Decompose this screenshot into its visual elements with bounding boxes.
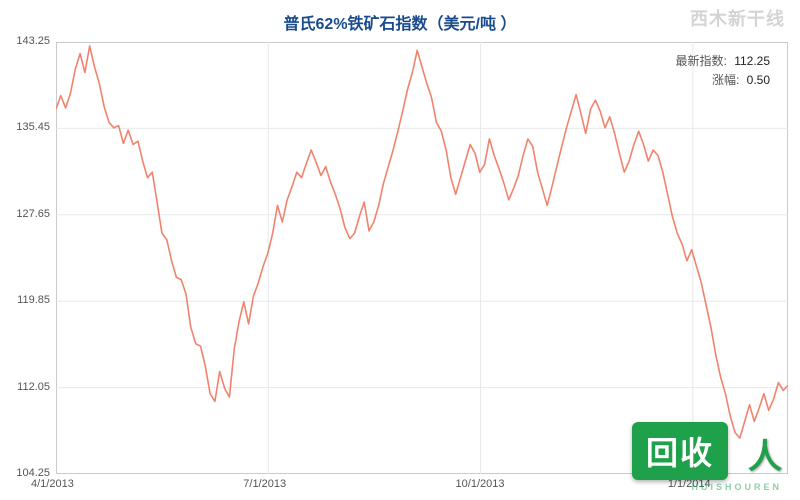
chart-title: 普氏62%铁矿石指数（美元/吨 ） [0, 10, 800, 34]
x-tick-label: 10/1/2013 [456, 478, 505, 490]
logo-sub: 人 [748, 429, 782, 478]
y-tick-label: 112.05 [17, 381, 50, 393]
latest-index-label: 最新指数: [676, 54, 727, 68]
x-tick-label: 4/1/2013 [31, 478, 74, 490]
x-tick-label: 7/1/2013 [243, 478, 286, 490]
plot-area [56, 42, 788, 474]
y-tick-label: 135.45 [16, 121, 50, 133]
logo-badge: 回收 [632, 422, 728, 480]
chart-container: 普氏62%铁矿石指数（美元/吨 ） 西木新干线 104.25112.05119.… [0, 0, 800, 500]
change-label: 涨幅: [712, 73, 739, 87]
y-tick-label: 143.25 [16, 35, 50, 47]
y-tick-label: 119.85 [17, 294, 50, 306]
latest-index-value: 112.25 [734, 54, 770, 68]
logo-subtext: HUISHOUREN [691, 482, 782, 492]
y-tick-label: 127.65 [16, 208, 50, 220]
change-value: 0.50 [747, 73, 770, 87]
watermark-top: 西木新干线 [690, 5, 785, 31]
info-box: 最新指数: 112.25 涨幅: 0.50 [676, 52, 771, 90]
